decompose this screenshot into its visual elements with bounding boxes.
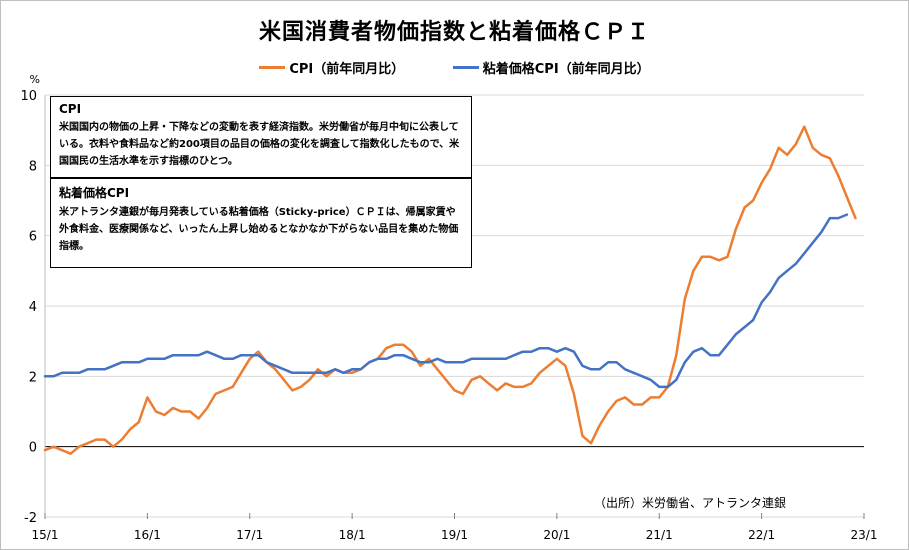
note-title-cpi: CPI [59,102,82,116]
y-tick-label: 6 [29,230,37,245]
x-tick-label: 18/1 [339,528,366,542]
y-tick-label: 10 [20,89,37,104]
y-tick-label: 4 [29,300,37,315]
legend-item-cpi: CPI（前年同月比） [259,58,404,77]
x-tick-label: 20/1 [543,528,570,542]
legend-item-sticky: 粘着価格CPI（前年同月比） [452,58,650,77]
legend-swatch-cpi [259,66,286,69]
source-note: （出所）米労働省、アトランタ連銀 [594,496,787,510]
x-tick-label: 23/1 [851,528,878,542]
x-tick-label: 16/1 [134,528,161,542]
x-tick-label: 21/1 [646,528,673,542]
y-tick-label: 2 [29,370,37,385]
y-tick-label: -2 [24,511,37,526]
note-body-sticky: 米アトランタ連銀が毎月発表している粘着価格（Sticky-price）ＣＰＩは、… [59,207,459,252]
legend-label-cpi: CPI（前年同月比） [289,62,405,77]
x-tick-label: 17/1 [236,528,263,542]
note-box-cpi: CPI 米国国内の物価の上昇・下降などの変動を表す経済指数。米労働省が毎月中旬に… [50,96,472,178]
legend-label-sticky: 粘着価格CPI（前年同月比） [482,62,650,77]
y-tick-label: 0 [29,441,37,456]
note-box-sticky: 粘着価格CPI 米アトランタ連銀が毎月発表している粘着価格（Sticky-pri… [50,178,472,268]
legend: CPI（前年同月比） 粘着価格CPI（前年同月比） [0,58,909,77]
y-unit-label: % [30,73,40,86]
x-tick-label: 22/1 [748,528,775,542]
legend-swatch-sticky [452,66,479,69]
note-title-sticky: 粘着価格CPI [59,186,130,200]
series-line-sticky [43,213,849,389]
series-line-cpi [43,125,857,455]
chart-title: 米国消費者物価指数と粘着価格ＣＰＩ [258,20,650,45]
x-tick-label: 19/1 [441,528,468,542]
x-tick-label: 15/1 [32,528,59,542]
note-body-cpi: 米国国内の物価の上昇・下降などの変動を表す経済指数。米労働省が毎月中旬に公表して… [59,122,460,167]
y-tick-label: 8 [29,159,37,174]
